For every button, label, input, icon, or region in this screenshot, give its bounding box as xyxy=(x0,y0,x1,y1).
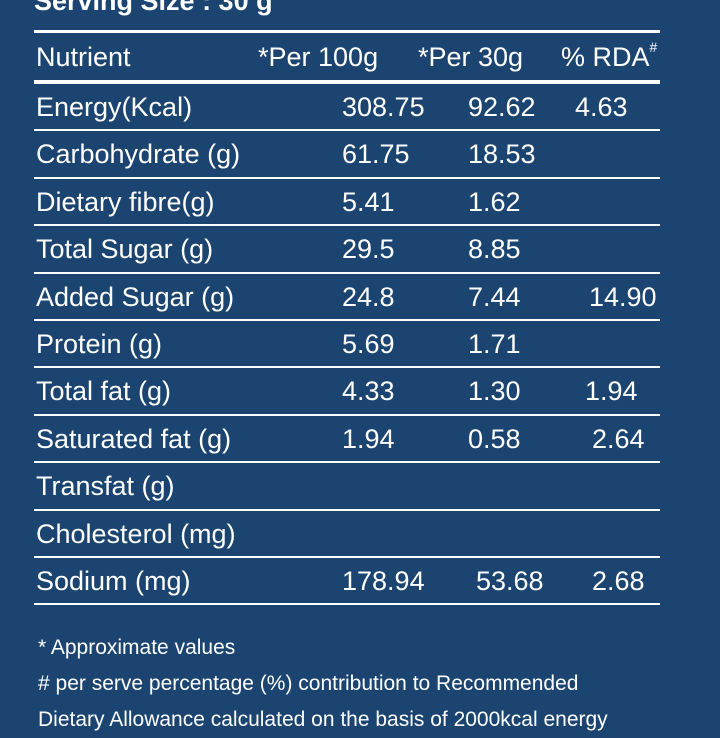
serving-size: Serving Size : 30 g xyxy=(34,0,273,16)
row-per-100g: 61.75 xyxy=(342,139,410,170)
row-per-100g: 178.94 xyxy=(342,565,425,596)
table-row: Transfat (g) xyxy=(34,463,660,511)
row-per-30g: 92.62 xyxy=(468,92,536,122)
row-name: Cholesterol (mg) xyxy=(36,518,236,549)
header-rda: % RDA# xyxy=(561,39,658,73)
footnotes: * Approximate values # per serve percent… xyxy=(38,630,608,738)
row-name: Energy(Kcal) xyxy=(36,92,193,122)
table-row: Dietary fibre(g) 5.41 1.62 xyxy=(34,179,660,227)
row-per-100g: 29.5 xyxy=(342,234,395,265)
header-nutrient: Nutrient xyxy=(36,42,131,72)
footnote-rda-1: # per serve percentage (%) contribution … xyxy=(38,672,579,695)
row-name: Total fat (g) xyxy=(36,376,172,407)
row-per-100g: 24.8 xyxy=(342,281,395,312)
row-rda: 2.68 xyxy=(592,565,645,596)
row-per-30g: 8.85 xyxy=(468,234,521,265)
row-per-100g: 1.94 xyxy=(342,423,395,454)
header-per-100g: *Per 100g xyxy=(258,42,379,72)
row-rda: 2.64 xyxy=(592,423,645,454)
row-per-30g: 0.58 xyxy=(468,423,521,454)
row-name: Sodium (mg) xyxy=(36,565,191,596)
row-per-100g: 4.33 xyxy=(342,376,395,407)
row-name: Dietary fibre(g) xyxy=(36,186,215,217)
row-name: Carbohydrate (g) xyxy=(36,139,241,170)
table-row: Sodium (mg) 178.94 53.68 2.68 xyxy=(34,558,660,606)
table-row: Total Sugar (g) 29.5 8.85 xyxy=(34,226,660,274)
table-row: Added Sugar (g) 24.8 7.44 14.90 xyxy=(34,274,660,321)
row-per-100g: 5.41 xyxy=(342,186,395,217)
table-row: Carbohydrate (g) 61.75 18.53 xyxy=(34,131,660,179)
footnote-approx: * Approximate values xyxy=(38,636,236,659)
table-row: Cholesterol (mg) xyxy=(34,511,660,558)
table-row: Energy(Kcal) 308.75 92.62 4.63 xyxy=(34,84,660,132)
table-row: Protein (g) 5.69 1.71 xyxy=(34,321,660,369)
table-row: Total fat (g) 4.33 1.30 1.94 xyxy=(34,368,660,416)
table-row: Saturated fat (g) 1.94 0.58 2.64 xyxy=(34,416,660,464)
row-rda: 14.90 xyxy=(589,281,657,312)
row-per-30g: 18.53 xyxy=(468,139,536,170)
row-rda: 1.94 xyxy=(585,376,638,407)
row-per-100g: 5.69 xyxy=(342,328,395,359)
row-per-100g: 308.75 xyxy=(342,92,425,122)
table-header: Nutrient *Per 100g *Per 30g % RDA# xyxy=(34,30,660,84)
header-rda-label: % RDA xyxy=(561,42,650,72)
row-per-30g: 53.68 xyxy=(476,565,544,596)
footnote-rda-2: Dietary Allowance calculated on the basi… xyxy=(38,708,608,731)
header-rda-mark: # xyxy=(649,39,658,55)
row-per-30g: 1.62 xyxy=(468,186,521,217)
row-name: Protein (g) xyxy=(36,328,163,359)
nutrition-table: Nutrient *Per 100g *Per 30g % RDA# Energ… xyxy=(34,30,660,606)
row-name: Added Sugar (g) xyxy=(36,281,235,312)
header-per-30g: *Per 30g xyxy=(418,42,524,72)
row-name: Total Sugar (g) xyxy=(36,234,214,265)
row-rda: 4.63 xyxy=(575,92,628,122)
row-per-30g: 7.44 xyxy=(468,281,521,312)
row-name: Saturated fat (g) xyxy=(36,423,232,454)
row-name: Transfat (g) xyxy=(36,471,175,502)
row-per-30g: 1.30 xyxy=(468,376,521,407)
row-per-30g: 1.71 xyxy=(468,328,521,359)
